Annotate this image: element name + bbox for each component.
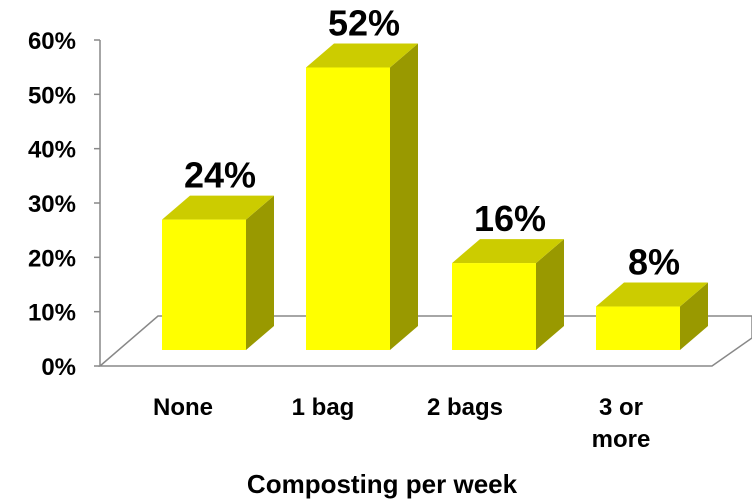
data-label: 16% <box>474 198 546 239</box>
bar <box>452 239 564 350</box>
bar-side <box>246 195 274 350</box>
data-label: 8% <box>628 242 680 283</box>
y-tick-label: 40% <box>28 137 76 164</box>
x-axis-title: Composting per week <box>247 469 518 499</box>
bars: 24% 52% 16% 8% <box>162 2 708 350</box>
bar-side <box>536 239 564 350</box>
x-tick-label: 1 bag <box>292 394 355 421</box>
bar-top <box>306 43 418 68</box>
data-label: 52% <box>328 2 400 43</box>
bar <box>306 43 418 350</box>
x-tick-label: 3 or more <box>592 394 651 453</box>
bar-side <box>680 282 708 350</box>
y-tick-label: 0% <box>41 354 76 381</box>
bar-front <box>162 219 246 350</box>
bar-front <box>452 263 536 350</box>
bar-top <box>162 195 274 220</box>
bar <box>596 282 708 350</box>
y-axis: 0% 10% 20% 30% 40% 50% 60% <box>28 28 101 381</box>
bar-top <box>596 282 708 307</box>
x-tick-label: None <box>153 394 213 421</box>
y-tick-label: 20% <box>28 245 76 272</box>
data-label: 24% <box>184 155 256 196</box>
y-tick-label: 30% <box>28 191 76 218</box>
bar-top <box>452 239 564 264</box>
x-axis-ticks: None 1 bag 2 bags 3 or more <box>153 394 650 453</box>
y-tick-label: 10% <box>28 300 76 327</box>
bar-front <box>306 67 390 350</box>
bar-front <box>596 306 680 350</box>
bar <box>162 195 274 350</box>
x-tick-label: 2 bags <box>427 394 503 421</box>
bar-side <box>390 43 418 350</box>
y-tick-label: 50% <box>28 82 76 109</box>
y-tick-label: 60% <box>28 28 76 55</box>
